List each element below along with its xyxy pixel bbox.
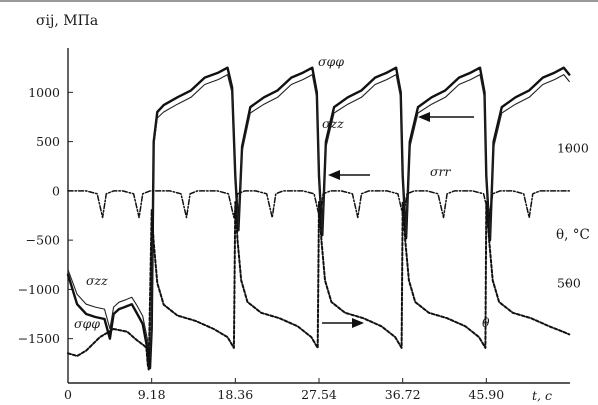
- right-axis-ticks: 1000 500: [557, 140, 589, 290]
- label-sigma-phiphi-upper: σφφ: [318, 54, 344, 69]
- y-tick-label: −1500: [18, 331, 60, 346]
- y-tick-label: 1000: [28, 85, 60, 100]
- y-tick-label: 0: [52, 183, 60, 198]
- right-tick-label: 1000: [557, 140, 589, 155]
- series-line-3: [67, 201, 571, 371]
- series-lines: [66, 66, 571, 371]
- x-tick-label: 27.54: [301, 387, 337, 402]
- x-tick-label: 36.72: [385, 387, 421, 402]
- x-axis-title: t, с: [532, 388, 552, 403]
- x-tick-label: 18.36: [217, 387, 253, 402]
- right-axis-title: θ, °C: [556, 227, 590, 243]
- x-axis-ticks: 0 9.18 18.36 27.54 36.72 45.90: [64, 378, 504, 402]
- label-theta: θ: [482, 315, 490, 330]
- right-tick-label: 500: [557, 276, 581, 291]
- x-tick-label: 45.90: [468, 387, 504, 402]
- series-line-1: [67, 74, 570, 359]
- y-tick-label: −1000: [18, 282, 60, 297]
- y-axis-title: σij, МПа: [36, 13, 98, 29]
- x-tick-label: 0: [64, 387, 72, 402]
- y-axis-ticks: 1000 500 0 −500 −1000 −1500: [18, 85, 73, 346]
- series-line-0: [66, 66, 571, 370]
- y-tick-label: 500: [36, 134, 60, 149]
- arrow-theta: [322, 318, 364, 328]
- label-sigma-zz-upper: σzz: [322, 116, 344, 131]
- label-sigma-phiphi-lower: σφφ: [74, 316, 100, 331]
- y-tick-label: −500: [26, 233, 60, 248]
- arrow-sigma-zz: [418, 112, 474, 122]
- arrow-sigma-rr: [328, 170, 370, 180]
- x-tick-label: 9.18: [138, 387, 166, 402]
- label-sigma-rr: σrr: [430, 164, 452, 179]
- label-sigma-zz-lower: σzz: [86, 273, 108, 288]
